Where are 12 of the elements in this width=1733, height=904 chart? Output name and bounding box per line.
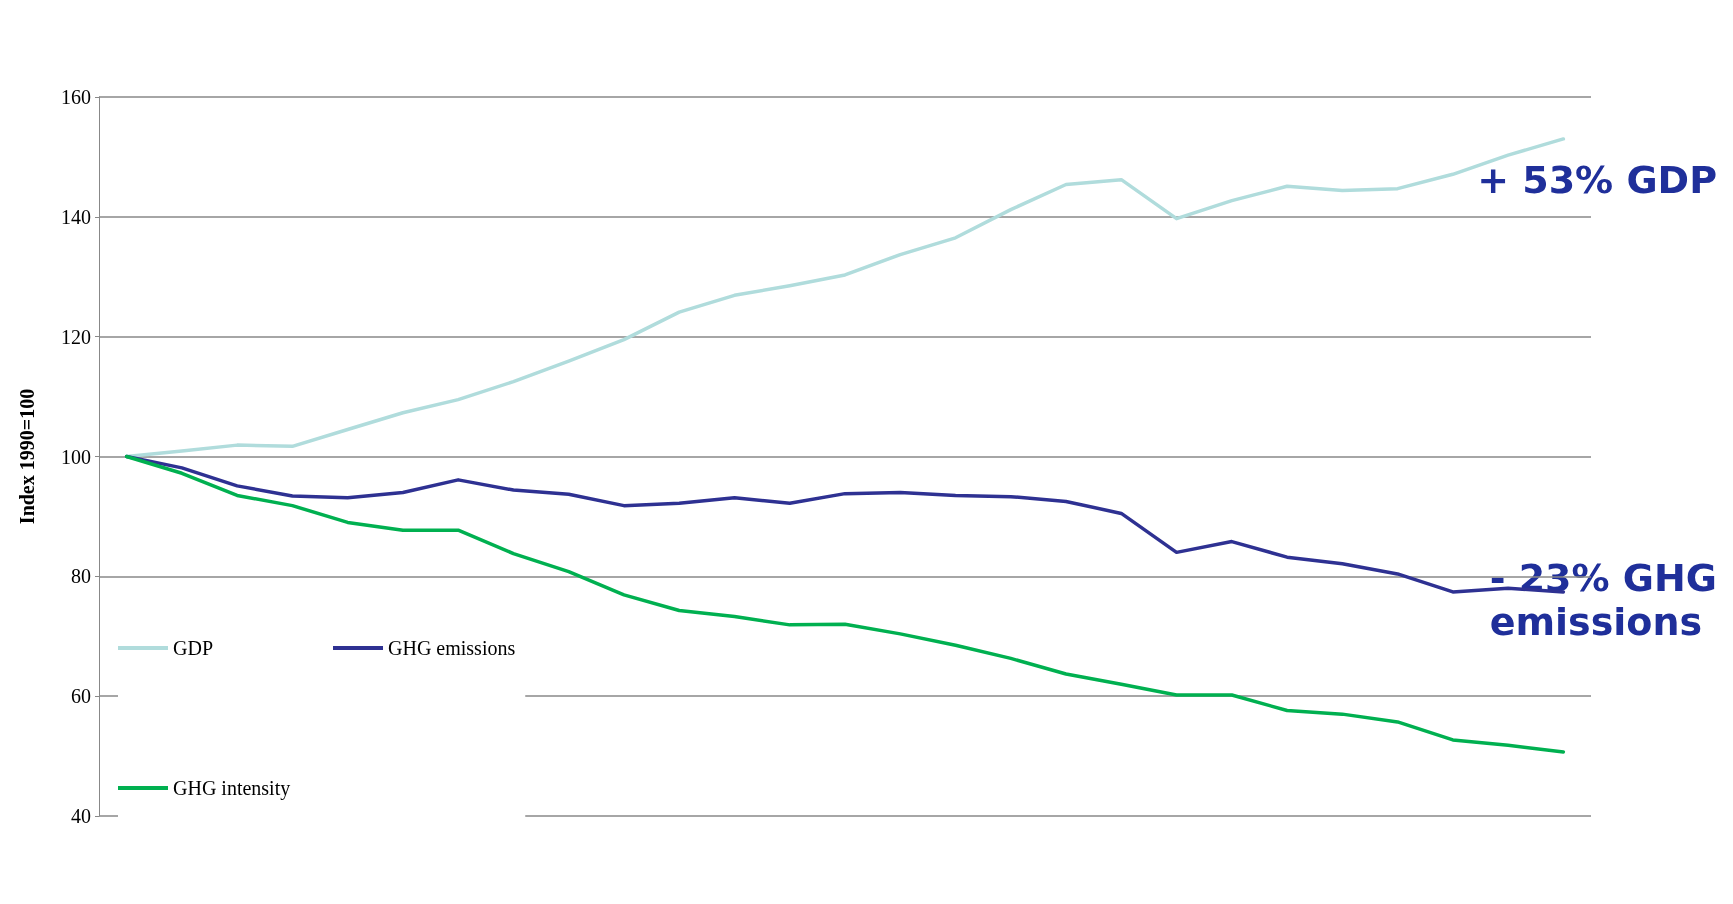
annotation: + 53% GDP [1477, 158, 1718, 202]
y-axis-title: Index 1990=100 [16, 388, 38, 525]
y-tick-label: 140 [61, 205, 91, 228]
legend-label: GHG intensity [173, 777, 291, 800]
y-tick-label: 100 [61, 445, 91, 468]
y-tick-label: 160 [61, 86, 91, 108]
y-tick-label: 120 [61, 325, 91, 348]
y-tick-label: 40 [71, 805, 91, 827]
y-tick-label: 60 [71, 685, 91, 708]
legend-label: GDP [173, 637, 214, 659]
legend-label: GHG emissions [388, 637, 516, 659]
y-tick-label: 80 [71, 565, 91, 588]
